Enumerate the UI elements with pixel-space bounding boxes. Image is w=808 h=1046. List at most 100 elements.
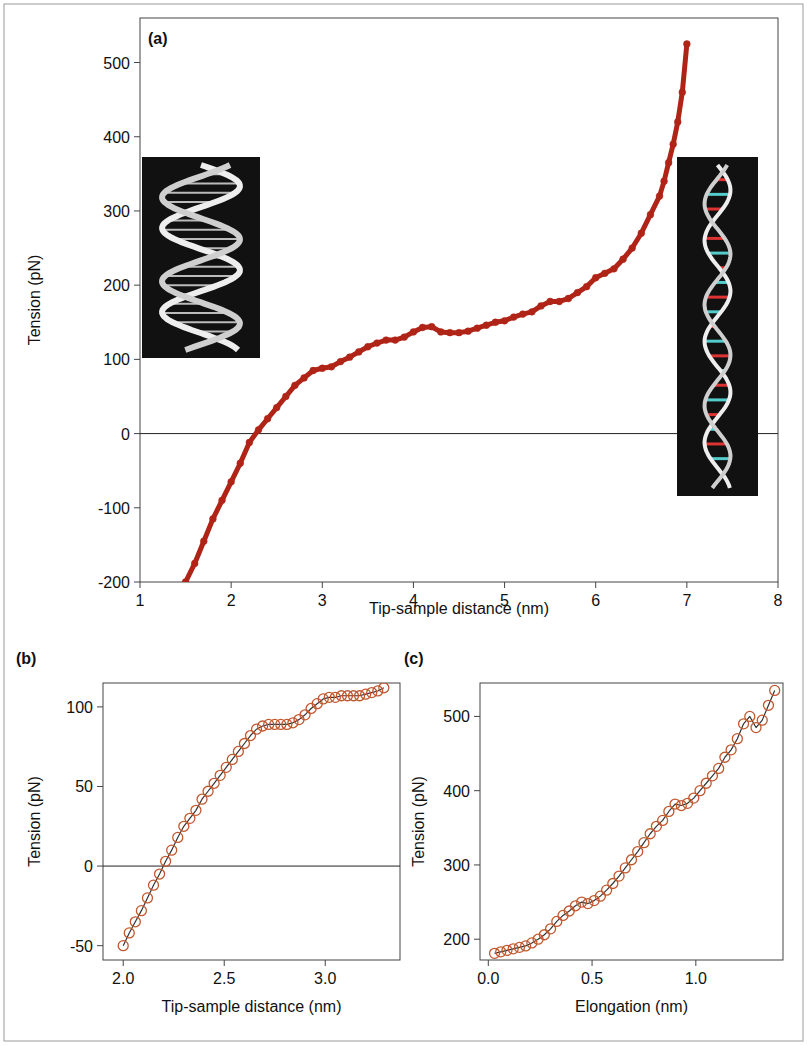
data-point xyxy=(510,314,517,321)
data-point xyxy=(301,375,308,382)
plot-frame xyxy=(103,683,400,960)
data-point xyxy=(552,916,562,926)
data-point xyxy=(647,211,654,218)
x-tick-label: 3 xyxy=(318,592,327,609)
data-point xyxy=(770,685,780,695)
base-pair xyxy=(174,238,240,240)
series-line xyxy=(495,690,775,953)
base-pair xyxy=(162,312,229,314)
data-point xyxy=(182,579,189,582)
data-point xyxy=(674,118,681,125)
y-axis-title: Tension (pN) xyxy=(26,255,43,346)
x-tick xyxy=(686,582,687,588)
dna-strand xyxy=(162,165,240,350)
data-point xyxy=(565,295,572,302)
x-tick-label: 2.0 xyxy=(112,970,134,987)
data-point xyxy=(583,283,590,290)
x-tick xyxy=(504,582,505,588)
data-point xyxy=(374,340,381,347)
data-point xyxy=(658,815,668,825)
base-pair xyxy=(705,398,729,401)
data-point xyxy=(210,516,217,523)
panel-letter: (c) xyxy=(404,650,424,667)
y-tick-label: 300 xyxy=(443,857,470,874)
data-point xyxy=(310,367,317,374)
data-point xyxy=(529,308,536,315)
x-tick xyxy=(325,960,326,966)
y-axis-title: Tension (pN) xyxy=(26,776,43,867)
data-point xyxy=(136,906,146,916)
y-tick xyxy=(134,285,140,286)
x-tick xyxy=(224,960,225,966)
data-point xyxy=(446,329,453,336)
x-tick-label: 2.5 xyxy=(213,970,235,987)
data-point xyxy=(564,906,574,916)
panel-letter: (a) xyxy=(148,30,168,47)
y-tick xyxy=(97,706,103,707)
data-point xyxy=(367,688,377,698)
data-point xyxy=(361,689,371,699)
y-tick-label: 200 xyxy=(443,931,470,948)
x-tick-label: 1.0 xyxy=(685,970,707,987)
dna-strand xyxy=(705,165,731,488)
y-tick xyxy=(134,582,140,583)
data-point xyxy=(161,856,171,866)
data-point xyxy=(219,497,226,504)
x-tick xyxy=(595,582,596,588)
data-point xyxy=(373,686,383,696)
data-point xyxy=(167,845,177,855)
y-tick xyxy=(474,716,480,717)
data-point xyxy=(410,329,417,336)
x-tick xyxy=(140,582,141,588)
data-point xyxy=(651,821,661,831)
data-point xyxy=(142,893,152,903)
data-point xyxy=(273,404,280,411)
data-point xyxy=(237,460,244,467)
base-pair xyxy=(173,321,240,323)
y-tick xyxy=(134,62,140,63)
data-point xyxy=(620,256,627,263)
data-point xyxy=(633,847,643,857)
data-point xyxy=(342,691,352,701)
data-point xyxy=(346,354,353,361)
inset-background xyxy=(677,157,758,496)
data-point xyxy=(714,763,724,773)
x-tick xyxy=(778,582,779,588)
data-point xyxy=(639,838,649,848)
base-pair xyxy=(165,275,236,277)
data-point xyxy=(355,691,365,701)
data-point xyxy=(656,193,663,200)
data-point xyxy=(611,265,618,272)
data-point xyxy=(173,832,183,842)
x-tick xyxy=(322,582,323,588)
data-point xyxy=(508,944,518,954)
data-point xyxy=(474,325,481,332)
y-tick xyxy=(134,359,140,360)
y-tick-label: 0 xyxy=(121,426,130,443)
data-point xyxy=(726,745,736,755)
data-point xyxy=(483,322,490,329)
data-point xyxy=(264,415,271,422)
base-pair xyxy=(705,340,726,343)
data-point xyxy=(246,439,253,446)
x-tick xyxy=(413,582,414,588)
series-line xyxy=(123,688,384,946)
dna-strand xyxy=(162,165,240,350)
y-tick xyxy=(134,507,140,508)
panel: 12345678-200-1000100200300400500Tip-samp… xyxy=(26,18,783,617)
base-pair xyxy=(709,354,730,357)
data-point xyxy=(456,329,463,336)
data-point xyxy=(490,948,500,958)
data-point xyxy=(501,317,508,324)
data-point xyxy=(661,178,668,185)
panel: 2.02.53.0-50050100Tip-sample distance (n… xyxy=(16,650,400,1015)
data-point xyxy=(191,560,198,567)
base-pair xyxy=(705,442,727,445)
y-tick-label: 500 xyxy=(103,55,130,72)
data-point xyxy=(318,694,328,704)
data-point xyxy=(629,245,636,252)
data-point xyxy=(679,89,686,96)
y-tick-label: 100 xyxy=(66,699,93,716)
data-point xyxy=(270,719,280,729)
y-tick xyxy=(97,786,103,787)
